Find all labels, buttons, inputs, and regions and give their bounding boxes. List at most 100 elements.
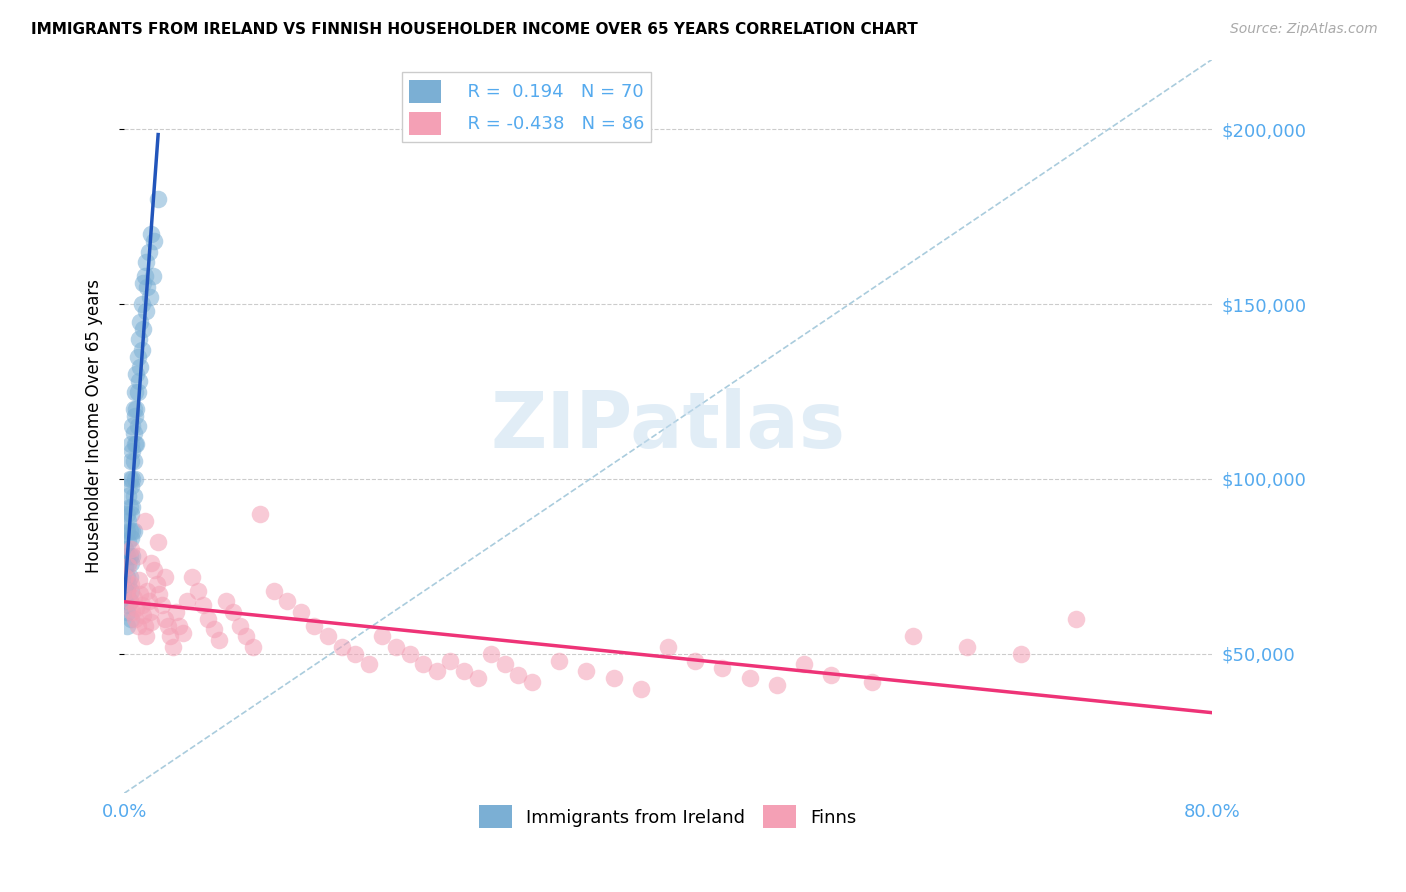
Point [134, 618, 156, 632]
Point [120, 479, 142, 493]
Point [453, 664, 475, 678]
Point [208, 632, 231, 647]
Point [124, 437, 146, 451]
Point [115, 605, 138, 619]
Point [172, 625, 194, 640]
Legend: Immigrants from Ireland, Finns: Immigrants from Ireland, Finns [472, 798, 863, 836]
Point [222, 605, 245, 619]
Y-axis label: Householder Income Over 65 years: Householder Income Over 65 years [86, 279, 103, 574]
Point [134, 514, 156, 528]
Point [122, 524, 145, 539]
Point [121, 500, 143, 514]
Point [127, 419, 149, 434]
Point [439, 654, 461, 668]
Text: Source: ZipAtlas.com: Source: ZipAtlas.com [1230, 22, 1378, 37]
Point [127, 350, 149, 364]
Point [304, 618, 326, 632]
Point [765, 678, 787, 692]
Point [120, 583, 142, 598]
Point [165, 605, 187, 619]
Text: IMMIGRANTS FROM IRELAND VS FINNISH HOUSEHOLDER INCOME OVER 65 YEARS CORRELATION : IMMIGRANTS FROM IRELAND VS FINNISH HOUSE… [31, 22, 918, 37]
Point [129, 587, 152, 601]
Point [575, 664, 598, 678]
Point [131, 297, 153, 311]
Point [860, 674, 883, 689]
Point [263, 583, 285, 598]
Point [820, 667, 842, 681]
Point [132, 277, 155, 291]
Point [145, 576, 167, 591]
Point [181, 570, 204, 584]
Point [357, 657, 380, 671]
Point [131, 343, 153, 357]
Point [167, 618, 190, 632]
Point [153, 612, 176, 626]
Point [125, 601, 148, 615]
Point [135, 304, 157, 318]
Point [1010, 647, 1032, 661]
Text: ZIPatlas: ZIPatlas [491, 389, 845, 465]
Point [150, 598, 173, 612]
Point [153, 570, 176, 584]
Point [136, 583, 159, 598]
Point [138, 594, 160, 608]
Point [118, 500, 141, 514]
Point [118, 594, 141, 608]
Point [793, 657, 815, 671]
Point [125, 367, 148, 381]
Point [138, 244, 160, 259]
Point [122, 591, 145, 605]
Point [127, 549, 149, 563]
Point [162, 640, 184, 654]
Point [117, 559, 139, 574]
Point [412, 657, 434, 671]
Point [122, 402, 145, 417]
Point [630, 681, 652, 696]
Point [127, 384, 149, 399]
Point [141, 556, 163, 570]
Point [330, 640, 353, 654]
Point [124, 384, 146, 399]
Point [956, 640, 979, 654]
Point [657, 640, 679, 654]
Point [118, 570, 141, 584]
Point [117, 489, 139, 503]
Point [121, 524, 143, 539]
Point [135, 255, 157, 269]
Point [738, 671, 761, 685]
Point [115, 583, 138, 598]
Point [426, 664, 449, 678]
Point [159, 629, 181, 643]
Point [215, 594, 238, 608]
Point [176, 594, 198, 608]
Point [467, 671, 489, 685]
Point [548, 654, 571, 668]
Point [120, 576, 142, 591]
Point [136, 279, 159, 293]
Point [114, 570, 136, 584]
Point [134, 269, 156, 284]
Point [276, 594, 298, 608]
Point [121, 419, 143, 434]
Point [118, 524, 141, 539]
Point [121, 444, 143, 458]
Point [114, 576, 136, 591]
Point [202, 622, 225, 636]
Point [115, 583, 138, 598]
Point [711, 660, 734, 674]
Point [131, 598, 153, 612]
Point [371, 629, 394, 643]
Point [141, 615, 163, 629]
Point [128, 573, 150, 587]
Point [115, 570, 138, 584]
Point [385, 640, 408, 654]
Point [117, 598, 139, 612]
Point [124, 409, 146, 423]
Point [118, 549, 141, 563]
Point [117, 556, 139, 570]
Point [122, 454, 145, 468]
Point [120, 454, 142, 468]
Point [146, 534, 169, 549]
Point [398, 647, 420, 661]
Point [128, 332, 150, 346]
